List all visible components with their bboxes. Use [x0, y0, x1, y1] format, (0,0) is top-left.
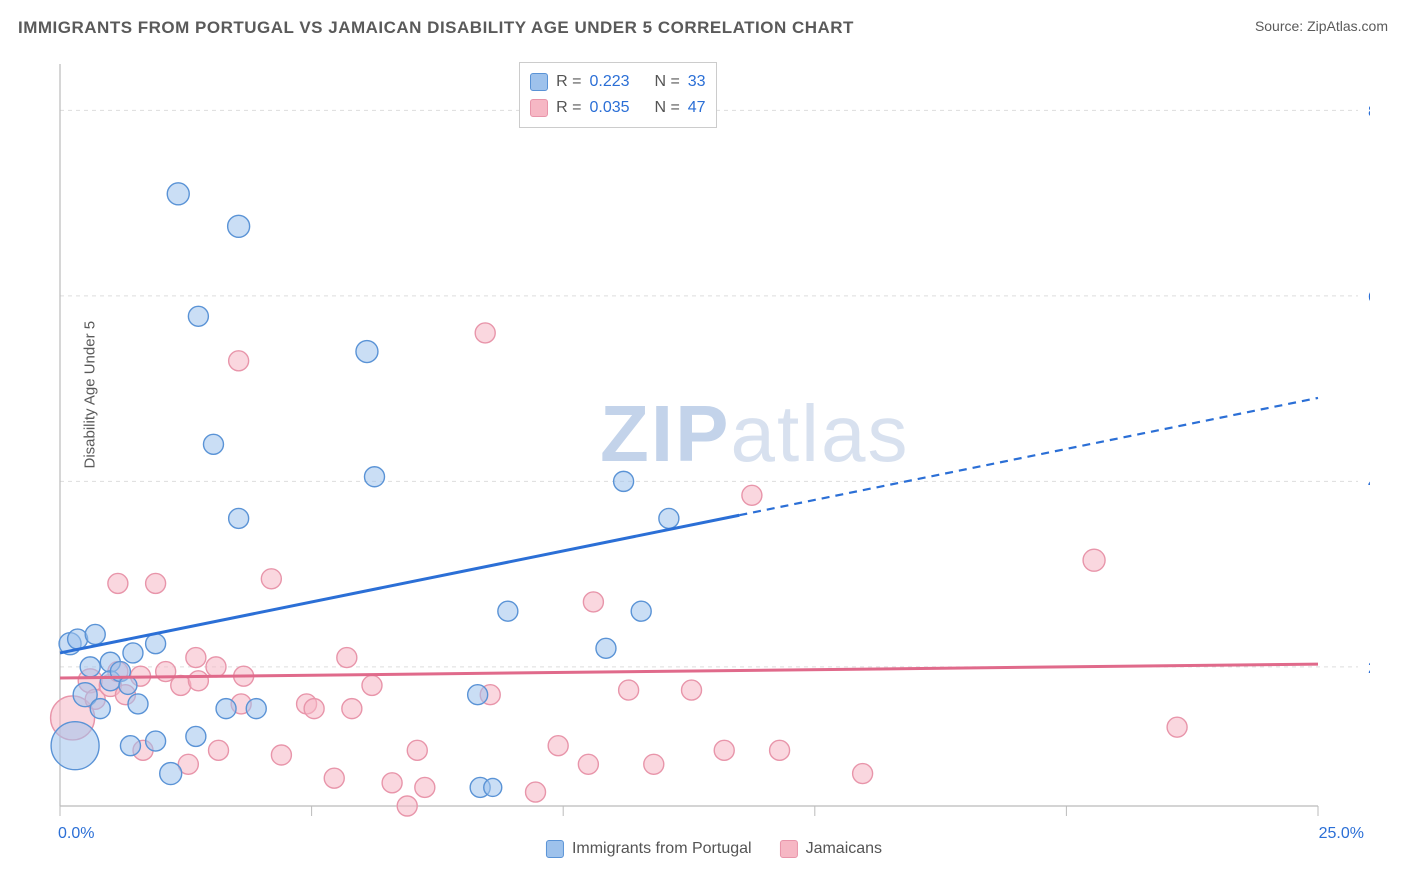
stats-swatch — [530, 73, 548, 91]
chart-area: Disability Age Under 5 ZIPatlas 2.0%4.0%… — [40, 58, 1388, 862]
source-name: ZipAtlas.com — [1307, 18, 1388, 34]
legend-item-jamaicans: Jamaicans — [780, 840, 882, 858]
legend-swatch-portugal — [546, 840, 564, 858]
stats-legend-box: R =0.223 N =33R =0.035 N =47 — [519, 62, 716, 128]
legend-item-portugal: Immigrants from Portugal — [546, 840, 752, 858]
legend-label-jamaicans: Jamaicans — [806, 840, 882, 858]
stats-row: R =0.035 N =47 — [530, 95, 705, 121]
chart-source: Source: ZipAtlas.com — [1255, 18, 1388, 34]
svg-text:2.0%: 2.0% — [1368, 660, 1370, 677]
svg-text:4.0%: 4.0% — [1368, 474, 1370, 491]
stats-swatch — [530, 99, 548, 117]
svg-text:6.0%: 6.0% — [1368, 289, 1370, 306]
source-label: Source: — [1255, 18, 1307, 34]
svg-text:25.0%: 25.0% — [1319, 825, 1364, 842]
svg-text:8.0%: 8.0% — [1368, 103, 1370, 120]
y-axis-label: Disability Age Under 5 — [81, 321, 98, 469]
scatter-plot: 2.0% 4.0% 6.0% 8.0% 0.0% 25.0% — [40, 58, 1370, 848]
svg-text:0.0%: 0.0% — [58, 825, 94, 842]
stats-row: R =0.223 N =33 — [530, 69, 705, 95]
legend-swatch-jamaicans — [780, 840, 798, 858]
chart-title: IMMIGRANTS FROM PORTUGAL VS JAMAICAN DIS… — [18, 18, 854, 38]
legend-label-portugal: Immigrants from Portugal — [572, 840, 752, 858]
bottom-legend: Immigrants from Portugal Jamaicans — [546, 840, 882, 858]
chart-header: IMMIGRANTS FROM PORTUGAL VS JAMAICAN DIS… — [18, 18, 1388, 38]
